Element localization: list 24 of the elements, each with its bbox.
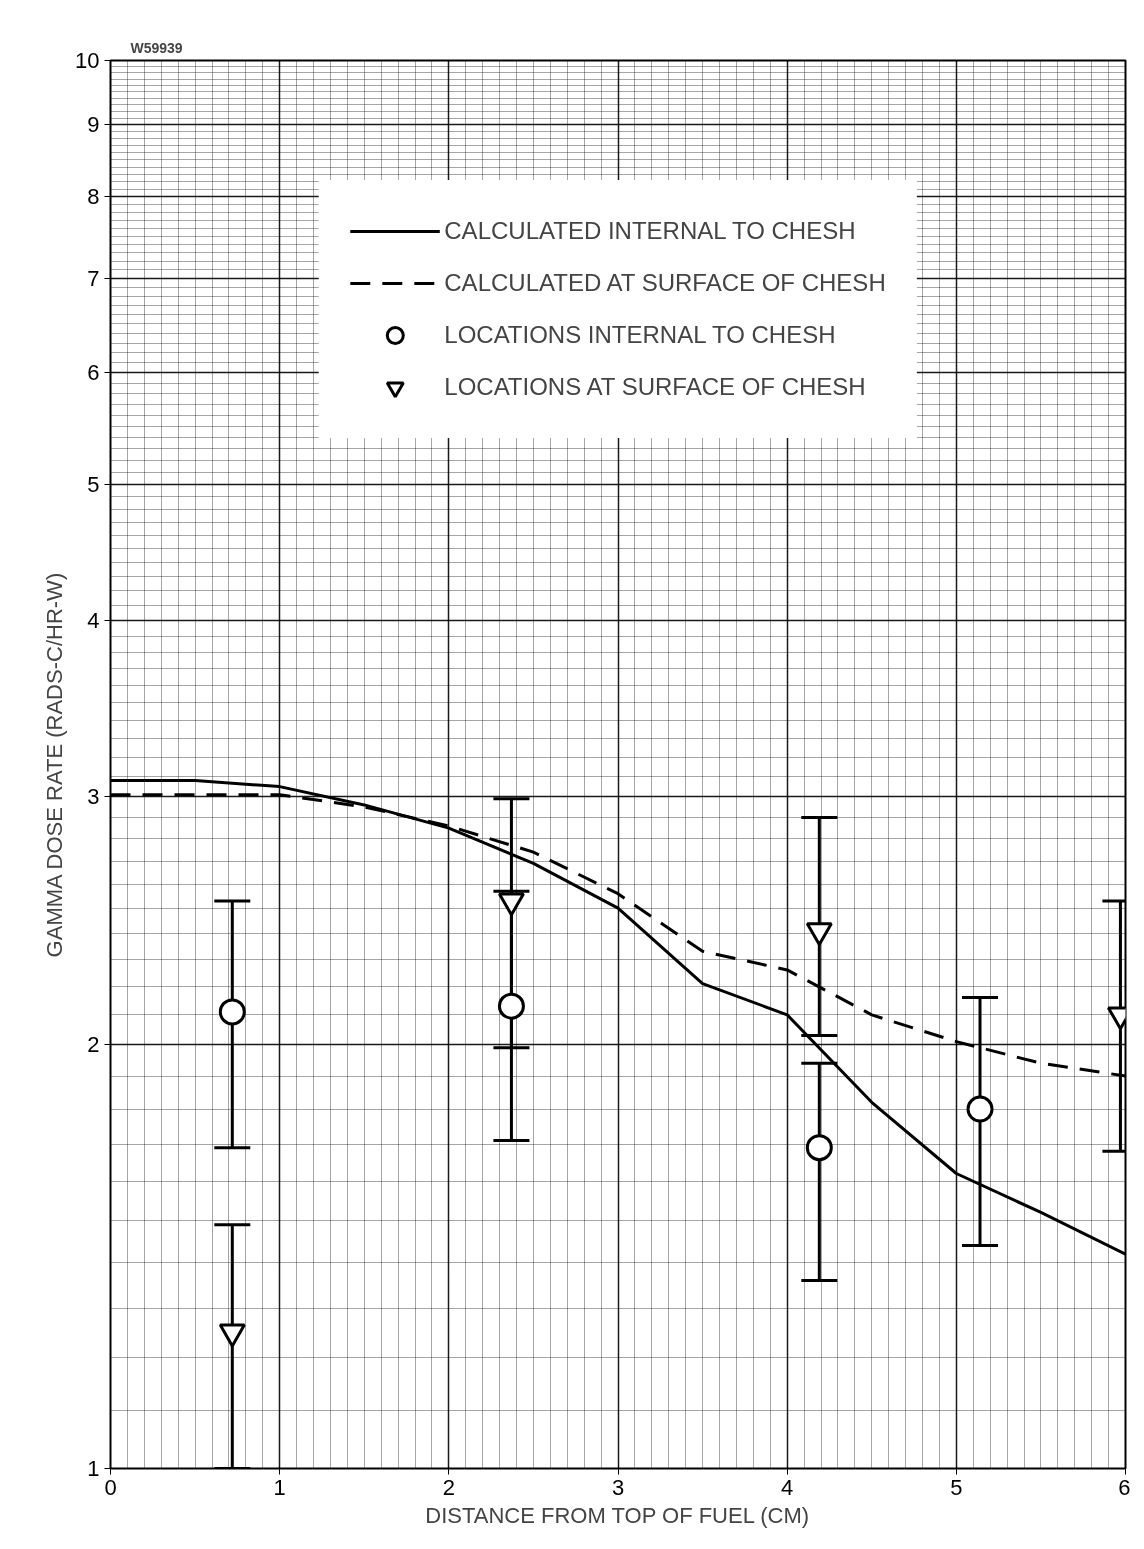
x-tick-label: 1 — [273, 1474, 286, 1500]
x-tick-label: 3 — [611, 1474, 625, 1500]
text: W59939 — [130, 39, 183, 56]
x-axis-title: DISTANCE FROM TOP OF FUEL (CM) — [425, 1502, 810, 1528]
y-tick-label: 7 — [87, 266, 100, 292]
legend-label: CALCULATED AT SURFACE OF CHESH — [444, 269, 886, 297]
legend-label: LOCATIONS INTERNAL TO CHESH — [444, 321, 836, 349]
y-tick-label: 6 — [87, 360, 100, 386]
legend-label: CALCULATED INTERNAL TO CHESH — [444, 217, 856, 245]
x-tick-label: 4 — [781, 1474, 794, 1500]
x-tick-label: 0 — [104, 1474, 117, 1500]
y-tick-label: 2 — [87, 1032, 100, 1058]
y-tick-label: 5 — [87, 471, 100, 497]
y-tick-label: 8 — [87, 184, 100, 210]
y-tick-label: 10 — [75, 48, 100, 73]
x-tick-label: 6 — [1118, 1474, 1131, 1500]
y-tick-label: 9 — [87, 112, 100, 138]
y-tick-label: 3 — [87, 784, 100, 810]
y-axis-title: GAMMA DOSE RATE (RADS-C/HR-W) — [42, 572, 68, 958]
x-tick-label: 2 — [442, 1474, 455, 1500]
x-tick-label: 5 — [950, 1474, 963, 1500]
y-tick-label: 4 — [87, 608, 100, 634]
legend-label: LOCATIONS AT SURFACE OF CHESH — [444, 373, 866, 401]
y-tick-label: 1 — [87, 1456, 100, 1481]
